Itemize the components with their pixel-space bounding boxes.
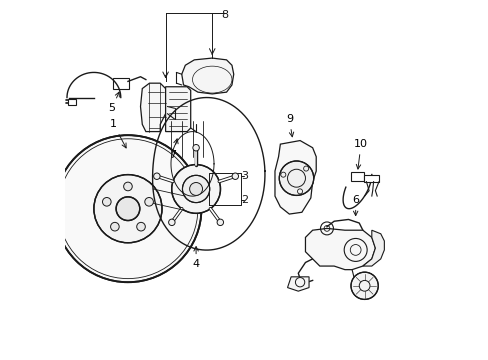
Circle shape bbox=[189, 183, 202, 195]
Circle shape bbox=[54, 135, 201, 282]
Circle shape bbox=[123, 182, 132, 191]
Text: 10: 10 bbox=[353, 139, 367, 169]
Polygon shape bbox=[287, 277, 308, 291]
Text: 2: 2 bbox=[241, 195, 247, 205]
Text: 8: 8 bbox=[221, 10, 228, 20]
Polygon shape bbox=[165, 87, 190, 132]
Polygon shape bbox=[140, 83, 167, 132]
Circle shape bbox=[94, 175, 162, 243]
Circle shape bbox=[232, 173, 238, 179]
Circle shape bbox=[168, 219, 175, 226]
FancyBboxPatch shape bbox=[113, 78, 128, 89]
Circle shape bbox=[110, 222, 119, 231]
Circle shape bbox=[192, 144, 199, 151]
Polygon shape bbox=[274, 140, 316, 214]
FancyBboxPatch shape bbox=[67, 99, 76, 105]
Text: 9: 9 bbox=[285, 114, 293, 137]
Circle shape bbox=[137, 222, 145, 231]
FancyBboxPatch shape bbox=[364, 175, 379, 182]
FancyBboxPatch shape bbox=[351, 172, 363, 181]
Text: 1: 1 bbox=[110, 120, 126, 148]
Circle shape bbox=[217, 219, 223, 226]
Text: 3: 3 bbox=[241, 171, 247, 181]
Circle shape bbox=[182, 175, 209, 203]
Circle shape bbox=[279, 161, 313, 195]
Circle shape bbox=[153, 173, 160, 179]
Text: 4: 4 bbox=[192, 247, 199, 269]
Circle shape bbox=[350, 272, 378, 300]
Circle shape bbox=[116, 197, 140, 221]
Text: 6: 6 bbox=[351, 195, 358, 216]
Text: 5: 5 bbox=[108, 92, 119, 113]
Text: 7: 7 bbox=[169, 139, 178, 160]
Circle shape bbox=[102, 198, 111, 206]
Polygon shape bbox=[362, 230, 384, 266]
Circle shape bbox=[171, 165, 220, 213]
Polygon shape bbox=[182, 58, 233, 94]
Circle shape bbox=[144, 198, 153, 206]
Polygon shape bbox=[305, 228, 375, 270]
